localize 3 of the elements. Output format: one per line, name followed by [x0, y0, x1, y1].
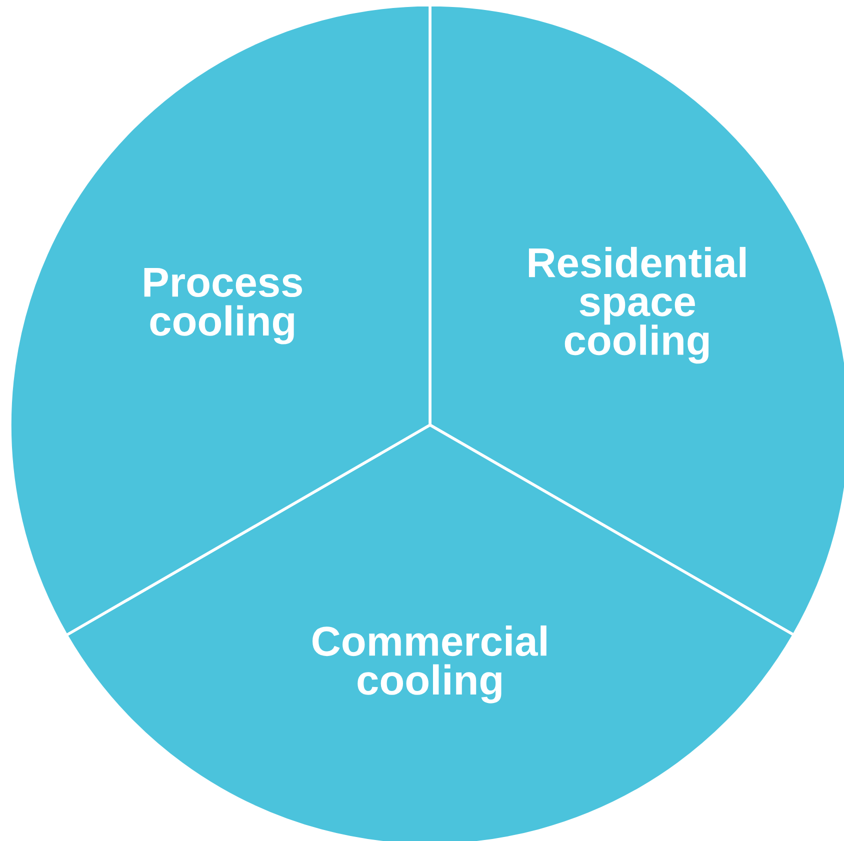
- slice-label: Process cooling: [144, 268, 302, 344]
- slice-label: Commercial cooling: [312, 625, 546, 704]
- slice-label: Residential space cooling: [528, 246, 746, 364]
